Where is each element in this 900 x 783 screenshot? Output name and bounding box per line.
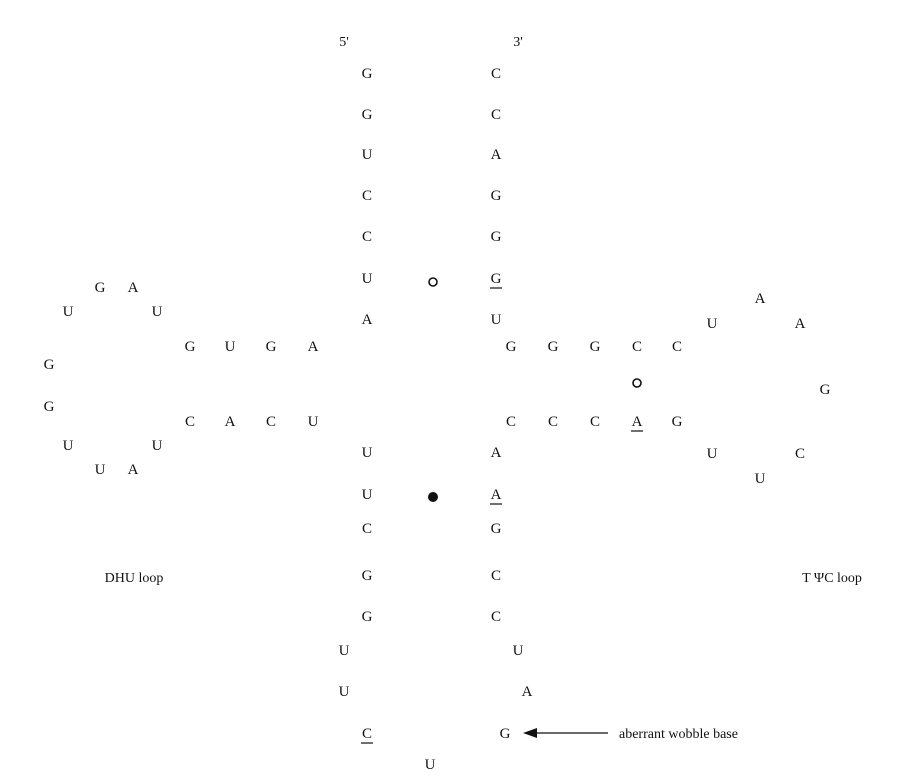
tpsic-loop-label: T ΨC loop	[802, 571, 862, 586]
base: C	[672, 339, 682, 355]
base-underlined: C	[362, 726, 372, 742]
arrow-head-icon	[523, 728, 537, 738]
base: U	[362, 147, 373, 163]
base: U	[152, 304, 163, 320]
base: G	[362, 66, 373, 82]
base: C	[362, 229, 372, 245]
base: C	[491, 66, 501, 82]
base: U	[425, 757, 436, 773]
base: C	[632, 339, 642, 355]
base: U	[707, 446, 718, 462]
base: A	[308, 339, 319, 355]
base: C	[491, 107, 501, 123]
base: A	[225, 414, 236, 430]
base: U	[63, 438, 74, 454]
acceptor-noncanonical-pair-mark	[428, 277, 438, 287]
base: G	[95, 280, 106, 296]
base: U	[491, 312, 502, 328]
base: C	[590, 414, 600, 430]
acceptor-stem-5-strand: G G U C C U A	[362, 66, 373, 328]
base-underlined: G	[491, 271, 502, 287]
base: A	[491, 147, 502, 163]
base: U	[362, 271, 373, 287]
tpsic-loop: U A A G C U U	[707, 291, 831, 487]
base: C	[362, 521, 372, 537]
base: U	[755, 471, 766, 487]
base: G	[590, 339, 601, 355]
aberrant-wobble-label: aberrant wobble base	[619, 727, 738, 742]
anticodon-pair-mark	[428, 492, 438, 502]
base: A	[128, 280, 139, 296]
base: G	[491, 188, 502, 204]
base-underlined: A	[491, 487, 502, 503]
base: C	[548, 414, 558, 430]
dhu-loop-label: DHU loop	[105, 571, 164, 586]
base: G	[672, 414, 683, 430]
three-prime-label: 3'	[513, 35, 523, 50]
base: G	[362, 568, 373, 584]
base: U	[362, 487, 373, 503]
base: G	[491, 229, 502, 245]
five-prime-label: 5'	[339, 35, 349, 50]
tpsic-stem-bottom: C C C A G	[506, 414, 683, 432]
base: C	[506, 414, 516, 430]
base: C	[362, 188, 372, 204]
dhu-loop: G A U U G G U U U A	[44, 280, 163, 478]
base: A	[755, 291, 766, 307]
base: A	[128, 462, 139, 478]
base: C	[795, 446, 805, 462]
anticodon-stem-3-strand: A A G C C U A	[490, 445, 533, 700]
base: G	[506, 339, 517, 355]
base: U	[513, 643, 524, 659]
base: G	[362, 609, 373, 625]
base: U	[707, 316, 718, 332]
acceptor-stem-3-strand: C C A G G G U	[490, 66, 502, 328]
base-underlined: A	[632, 414, 643, 430]
base: G	[491, 521, 502, 537]
base: G	[548, 339, 559, 355]
anticodon-stem-5-strand: U U C G G U U	[339, 445, 373, 700]
aberrant-wobble-base: G	[500, 726, 511, 742]
base: U	[152, 438, 163, 454]
base: U	[362, 445, 373, 461]
aberrant-wobble-annotation: aberrant wobble base	[523, 727, 738, 742]
base: G	[266, 339, 277, 355]
base: A	[795, 316, 806, 332]
base: C	[266, 414, 276, 430]
base: G	[44, 399, 55, 415]
base: A	[491, 445, 502, 461]
base: C	[491, 568, 501, 584]
tpsic-noncanonical-pair-mark	[632, 378, 642, 388]
base: U	[225, 339, 236, 355]
base: U	[308, 414, 319, 430]
tpsic-stem-top: G G G C C	[506, 339, 682, 355]
base: A	[522, 684, 533, 700]
base: G	[44, 357, 55, 373]
base: U	[339, 643, 350, 659]
base: G	[185, 339, 196, 355]
base: A	[362, 312, 373, 328]
base: G	[362, 107, 373, 123]
base: U	[339, 684, 350, 700]
anticodon-loop: C U G	[361, 726, 511, 773]
base: G	[820, 382, 831, 398]
base: U	[63, 304, 74, 320]
dhu-stem-bottom: C A C U	[185, 414, 319, 430]
dhu-stem-top: G U G A	[185, 339, 319, 355]
base: C	[491, 609, 501, 625]
base: C	[185, 414, 195, 430]
base: U	[95, 462, 106, 478]
